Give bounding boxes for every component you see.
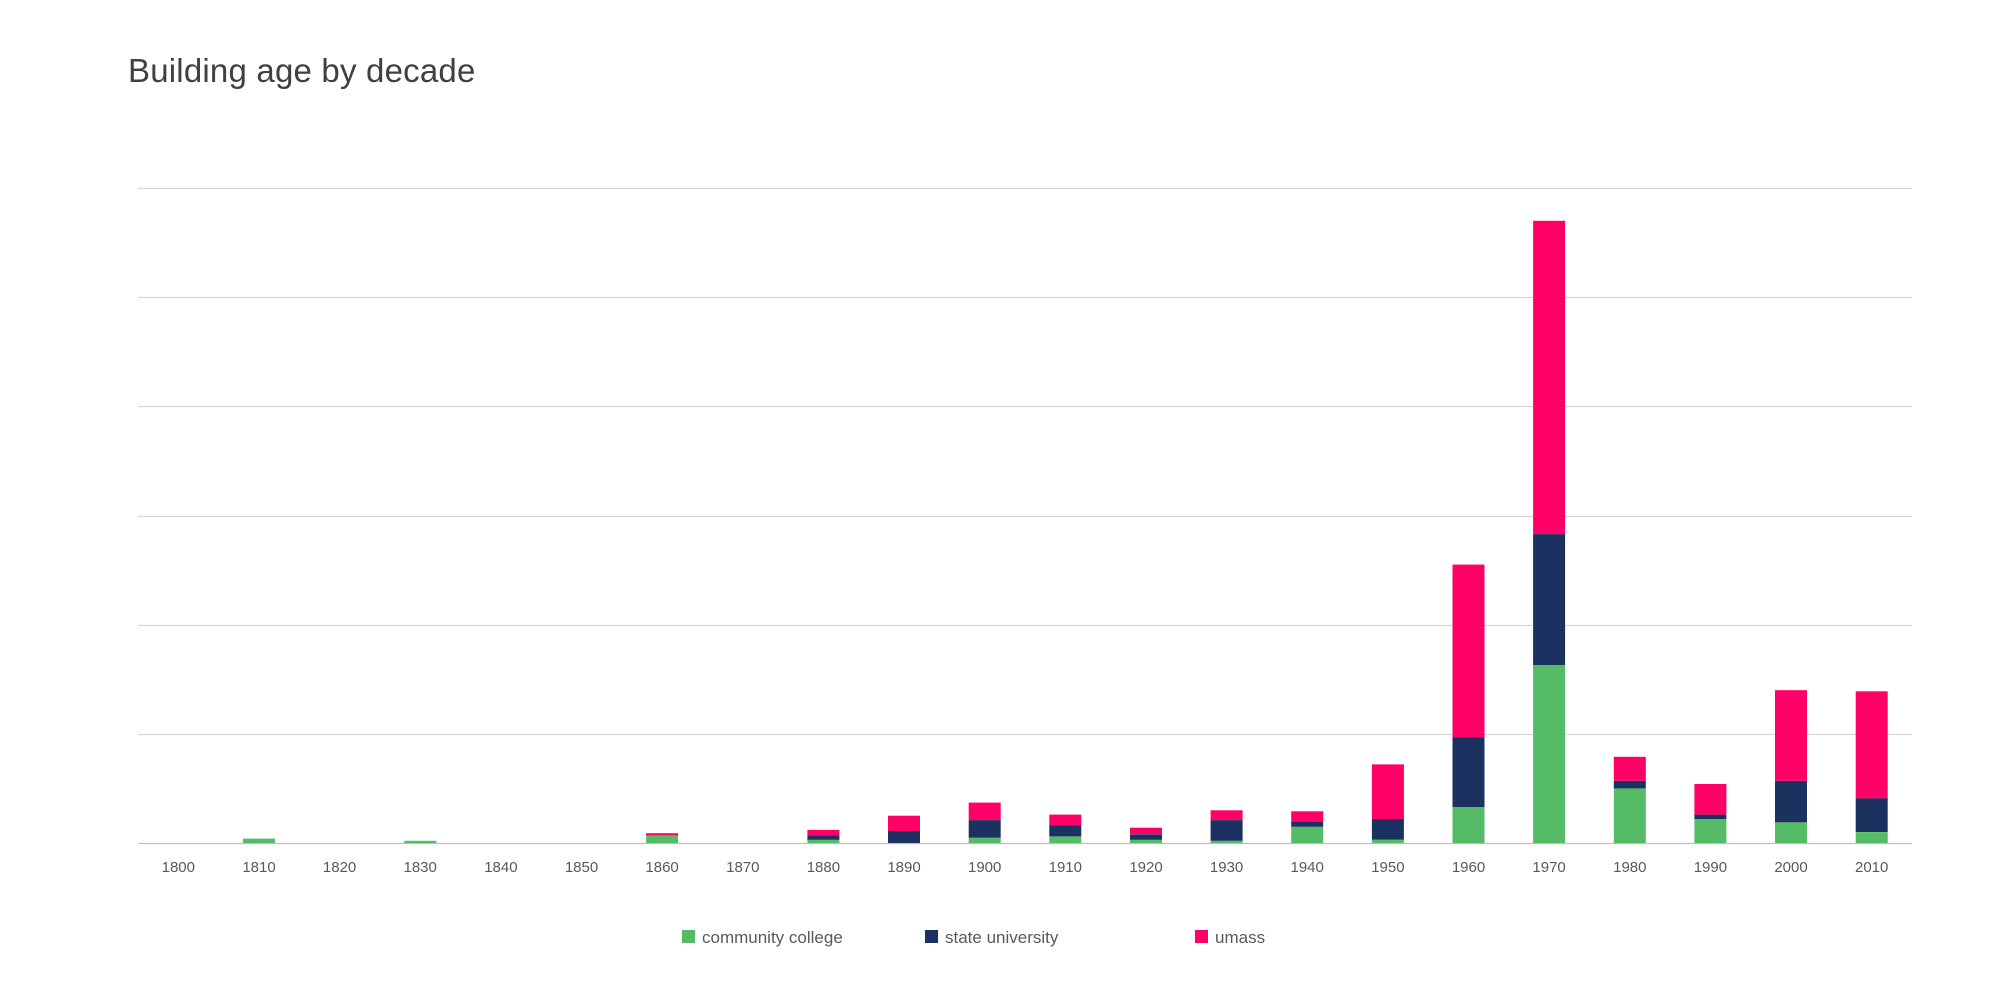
bar-community-college-1990 <box>1694 819 1727 843</box>
bar-umass-1860 <box>646 833 679 836</box>
bar-state-university-1940 <box>1291 821 1324 827</box>
x-tick-label: 1940 <box>1291 859 1324 876</box>
legend-swatch-umass <box>1195 930 1208 943</box>
x-tick-label: 1960 <box>1452 859 1485 876</box>
bar-state-university-2010 <box>1855 798 1888 832</box>
x-tick-label: 1910 <box>1049 859 1082 876</box>
x-tick-label: 1970 <box>1532 859 1565 876</box>
bar-state-university-1890 <box>888 831 920 843</box>
x-tick-label: 1830 <box>404 859 437 876</box>
bar-community-college-1810 <box>243 838 275 843</box>
bar-umass-1930 <box>1210 810 1243 821</box>
x-tick-label: 1990 <box>1694 859 1727 876</box>
legend-swatch-state-university <box>925 930 938 943</box>
bar-state-university-1910 <box>1049 825 1082 837</box>
bar-community-college-1930 <box>1210 840 1243 843</box>
bar-umass-1910 <box>1049 814 1082 826</box>
bar-community-college-1950 <box>1371 839 1404 843</box>
x-tick-label: 1980 <box>1613 859 1646 876</box>
bar-community-college-1970 <box>1533 665 1566 843</box>
legend-label-community-college: community college <box>702 928 843 947</box>
bar-umass-1970 <box>1533 220 1566 535</box>
x-tick-label: 1880 <box>807 859 840 876</box>
bar-umass-1890 <box>888 815 920 831</box>
x-tick-label: 2010 <box>1855 859 1888 876</box>
bar-state-university-1970 <box>1533 534 1566 666</box>
bar-umass-2000 <box>1775 690 1807 781</box>
legend: community college state university umass <box>682 928 1265 947</box>
bar-community-college-1980 <box>1613 788 1646 843</box>
x-tick-label: 1840 <box>484 859 517 876</box>
bar-umass-1880 <box>807 829 840 836</box>
x-axis: 1800 1810 1820 1830 1840 1850 1860 1870 1880 1890… <box>162 859 1889 876</box>
bar-community-college-1910 <box>1049 836 1082 843</box>
bar-state-university-1990 <box>1694 814 1727 819</box>
bar-umass-1960 <box>1452 564 1485 738</box>
x-tick-label: 1900 <box>968 859 1001 876</box>
bar-community-college-1860 <box>646 835 679 843</box>
bar-umass-1950 <box>1371 764 1404 819</box>
x-tick-label: 1890 <box>887 859 920 876</box>
legend-label-umass: umass <box>1215 928 1265 947</box>
bar-state-university-2000 <box>1775 780 1807 823</box>
bar-community-college-1830 <box>404 840 437 843</box>
bar-state-university-1950 <box>1371 819 1404 840</box>
bar-state-university-1960 <box>1452 737 1485 807</box>
x-tick-label: 1820 <box>323 859 356 876</box>
x-tick-label: 2000 <box>1774 859 1807 876</box>
bar-community-college-1940 <box>1291 826 1324 843</box>
bar-state-university-1920 <box>1130 834 1162 840</box>
legend-swatch-community-college <box>682 930 695 943</box>
x-tick-label: 1950 <box>1371 859 1404 876</box>
bar-umass-1900 <box>968 802 1001 821</box>
bar-community-college-2000 <box>1775 822 1807 843</box>
bars <box>243 220 1888 843</box>
bar-state-university-1880 <box>807 835 840 840</box>
x-tick-label: 1810 <box>242 859 275 876</box>
x-tick-label: 1850 <box>565 859 598 876</box>
bar-state-university-1980 <box>1613 780 1646 789</box>
gridlines <box>138 187 1912 845</box>
bar-community-college-1880 <box>807 839 840 843</box>
bar-community-college-1900 <box>968 837 1001 843</box>
bar-umass-1990 <box>1694 784 1727 815</box>
bar-umass-2010 <box>1855 691 1888 799</box>
bar-community-college-1920 <box>1130 839 1162 843</box>
bar-umass-1940 <box>1291 811 1324 822</box>
chart-title: Building age by decade <box>128 52 476 89</box>
bar-state-university-1900 <box>968 820 1001 838</box>
bar-state-university-1930 <box>1210 820 1243 841</box>
bar-community-college-1960 <box>1452 807 1485 843</box>
bar-community-college-2010 <box>1855 832 1888 843</box>
x-tick-label: 1920 <box>1129 859 1162 876</box>
x-tick-label: 1860 <box>645 859 678 876</box>
x-tick-label: 1930 <box>1210 859 1243 876</box>
bar-umass-1980 <box>1613 756 1646 781</box>
bar-umass-1920 <box>1130 827 1162 835</box>
x-tick-label: 1800 <box>162 859 195 876</box>
legend-label-state-university: state university <box>945 928 1059 947</box>
x-tick-label: 1870 <box>726 859 759 876</box>
